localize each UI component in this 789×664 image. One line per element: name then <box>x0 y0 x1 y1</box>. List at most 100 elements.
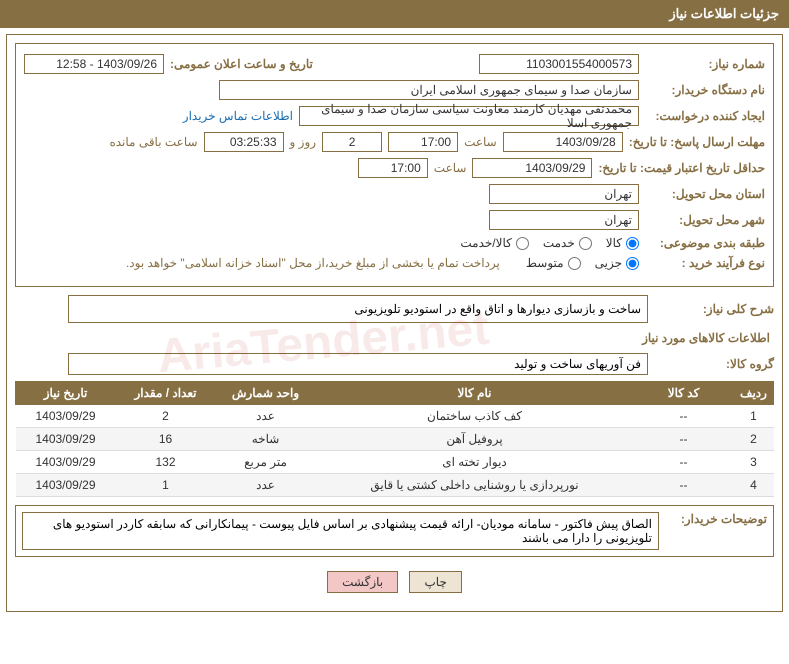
process-radio-group: جزیی متوسط <box>526 256 639 270</box>
need-number-label: شماره نیاز: <box>645 57 765 71</box>
validity-time: 17:00 <box>358 158 428 178</box>
general-desc-value: ساخت و بازسازی دیوارها و اتاق واقع در اس… <box>68 295 648 323</box>
row-need-number: شماره نیاز: 1103001554000573 تاریخ و ساع… <box>24 54 765 74</box>
radio-small-input[interactable] <box>626 257 639 270</box>
table-cell: 16 <box>116 428 216 451</box>
table-cell: 4 <box>734 474 774 497</box>
row-group: گروه کالا: فن آوریهای ساخت و تولید <box>15 353 774 375</box>
radio-both[interactable]: کالا/خدمت <box>460 236 528 250</box>
process-label: نوع فرآیند خرید : <box>645 256 765 270</box>
deadline-time: 17:00 <box>388 132 458 152</box>
table-cell: پروفیل آهن <box>316 428 634 451</box>
group-value: فن آوریهای ساخت و تولید <box>68 353 648 375</box>
table-cell: کف کاذب ساختمان <box>316 405 634 428</box>
table-cell: 1403/09/29 <box>16 474 116 497</box>
payment-note: پرداخت تمام یا بخشی از مبلغ خرید،از محل … <box>126 256 500 270</box>
table-cell: عدد <box>216 474 316 497</box>
table-row: 4--نورپردازی یا روشنایی داخلی کشتی یا قا… <box>16 474 774 497</box>
th-row: ردیف <box>734 382 774 405</box>
table-cell: -- <box>634 474 734 497</box>
announce-label: تاریخ و ساعت اعلان عمومی: <box>170 57 313 71</box>
province-label: استان محل تحویل: <box>645 187 765 201</box>
validity-label: حداقل تاریخ اعتبار قیمت: تا تاریخ: <box>598 161 765 175</box>
table-cell: دیوار تخته ای <box>316 451 634 474</box>
group-label: گروه کالا: <box>654 357 774 371</box>
row-province: استان محل تحویل: تهران <box>24 184 765 204</box>
table-cell: متر مربع <box>216 451 316 474</box>
table-cell: 1403/09/29 <box>16 428 116 451</box>
row-city: شهر محل تحویل: تهران <box>24 210 765 230</box>
countdown: 03:25:33 <box>204 132 284 152</box>
radio-medium[interactable]: متوسط <box>526 256 581 270</box>
page-header: جزئیات اطلاعات نیاز <box>0 0 789 28</box>
buyer-value: سازمان صدا و سیمای جمهوری اسلامی ایران <box>219 80 639 100</box>
radio-goods[interactable]: کالا <box>606 236 639 250</box>
main-panel: AriaTender.net شماره نیاز: 1103001554000… <box>6 34 783 612</box>
table-cell: نورپردازی یا روشنایی داخلی کشتی یا قایق <box>316 474 634 497</box>
buyer-note-value: الصاق پیش فاکتور - سامانه مودیان- ارائه … <box>22 512 659 550</box>
table-cell: -- <box>634 405 734 428</box>
need-number-value: 1103001554000573 <box>479 54 639 74</box>
row-buyer: نام دستگاه خریدار: سازمان صدا و سیمای جم… <box>24 80 765 100</box>
row-process: نوع فرآیند خرید : جزیی متوسط پرداخت تمام… <box>24 256 765 270</box>
th-unit: واحد شمارش <box>216 382 316 405</box>
radio-both-input[interactable] <box>516 237 529 250</box>
table-cell: 1403/09/29 <box>16 405 116 428</box>
goods-table: ردیف کد کالا نام کالا واحد شمارش تعداد /… <box>15 381 774 497</box>
contact-link[interactable]: اطلاعات تماس خریدار <box>183 109 293 123</box>
province-value: تهران <box>489 184 639 204</box>
radio-medium-input[interactable] <box>568 257 581 270</box>
table-cell: -- <box>634 451 734 474</box>
radio-service-input[interactable] <box>579 237 592 250</box>
time-label-1: ساعت <box>464 135 497 149</box>
row-deadline: مهلت ارسال پاسخ: تا تاریخ: 1403/09/28 سا… <box>24 132 765 152</box>
row-validity: حداقل تاریخ اعتبار قیمت: تا تاریخ: 1403/… <box>24 158 765 178</box>
table-header-row: ردیف کد کالا نام کالا واحد شمارش تعداد /… <box>16 382 774 405</box>
announce-value: 1403/09/26 - 12:58 <box>24 54 164 74</box>
table-cell: 132 <box>116 451 216 474</box>
buyer-note-box: توضیحات خریدار: الصاق پیش فاکتور - سامان… <box>15 505 774 557</box>
days-value: 2 <box>322 132 382 152</box>
table-cell: 1 <box>116 474 216 497</box>
row-category: طبقه بندی موضوعی: کالا خدمت کالا/خدمت <box>24 236 765 250</box>
table-cell: -- <box>634 428 734 451</box>
category-label: طبقه بندی موضوعی: <box>645 236 765 250</box>
table-cell: 1 <box>734 405 774 428</box>
category-radio-group: کالا خدمت کالا/خدمت <box>460 236 639 250</box>
table-row: 2--پروفیل آهنشاخه161403/09/29 <box>16 428 774 451</box>
deadline-date: 1403/09/28 <box>503 132 623 152</box>
general-desc-label: شرح کلی نیاز: <box>654 302 774 316</box>
table-cell: شاخه <box>216 428 316 451</box>
th-name: نام کالا <box>316 382 634 405</box>
buyer-label: نام دستگاه خریدار: <box>645 83 765 97</box>
row-general-desc: شرح کلی نیاز: ساخت و بازسازی دیوارها و ا… <box>15 295 774 323</box>
goods-section-title: اطلاعات کالاهای مورد نیاز <box>19 331 770 345</box>
radio-medium-label: متوسط <box>526 256 564 270</box>
back-button[interactable]: بازگشت <box>327 571 398 593</box>
city-value: تهران <box>489 210 639 230</box>
deadline-label: مهلت ارسال پاسخ: تا تاریخ: <box>629 135 765 149</box>
th-date: تاریخ نیاز <box>16 382 116 405</box>
button-row: چاپ بازگشت <box>15 571 774 593</box>
print-button[interactable]: چاپ <box>409 571 461 593</box>
buyer-note-label: توضیحات خریدار: <box>667 512 767 526</box>
radio-goods-input[interactable] <box>626 237 639 250</box>
table-row: 3--دیوار تخته ایمتر مربع1321403/09/29 <box>16 451 774 474</box>
validity-date: 1403/09/29 <box>472 158 592 178</box>
radio-service-label: خدمت <box>543 236 575 250</box>
time-label-2: ساعت <box>434 161 467 175</box>
radio-goods-label: کالا <box>606 236 622 250</box>
table-cell: 2 <box>734 428 774 451</box>
details-box: شماره نیاز: 1103001554000573 تاریخ و ساع… <box>15 43 774 287</box>
table-cell: 1403/09/29 <box>16 451 116 474</box>
radio-service[interactable]: خدمت <box>543 236 592 250</box>
requester-label: ایجاد کننده درخواست: <box>645 109 765 123</box>
page-title: جزئیات اطلاعات نیاز <box>669 6 779 21</box>
table-cell: عدد <box>216 405 316 428</box>
remaining-text: ساعت باقی مانده <box>109 135 197 149</box>
th-qty: تعداد / مقدار <box>116 382 216 405</box>
table-cell: 3 <box>734 451 774 474</box>
radio-small[interactable]: جزیی <box>595 256 639 270</box>
table-cell: 2 <box>116 405 216 428</box>
th-code: کد کالا <box>634 382 734 405</box>
